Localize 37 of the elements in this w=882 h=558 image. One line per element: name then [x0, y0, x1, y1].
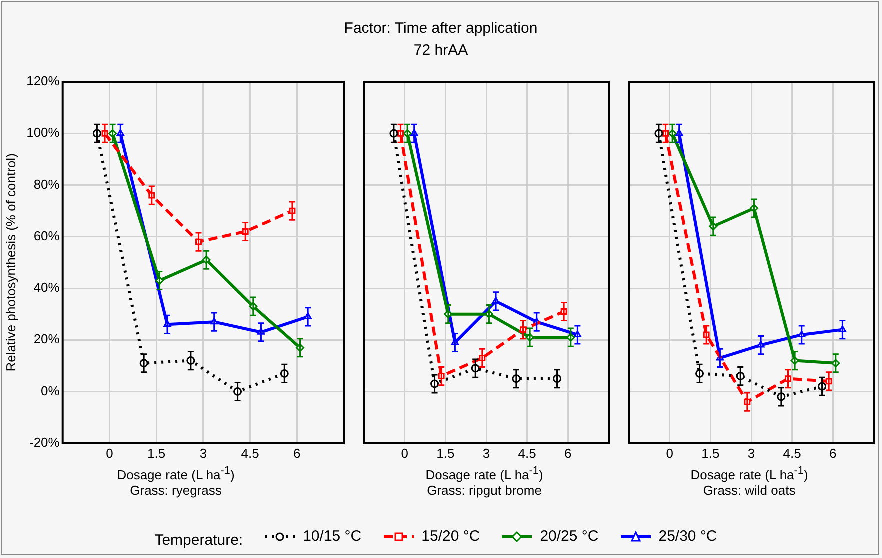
legend-label: 10/15 °C [303, 528, 362, 545]
y-axis-title: Relative photosynthesis (% of control) [3, 154, 18, 372]
x-tick-label: 6 [564, 446, 572, 461]
y-tick-label: 20% [34, 332, 60, 347]
x-tick-label: 3 [748, 446, 756, 461]
y-tick-label: 60% [34, 228, 60, 244]
x-tick-label: 1.5 [436, 446, 455, 461]
legend-title: Temperature: [154, 532, 244, 548]
x-tick-label: 3 [200, 446, 208, 461]
x-axis-title: Dosage rate (L ha$^{-1}$) [116, 465, 236, 482]
y-tick-label: 80% [34, 176, 60, 192]
legend-label: 25/30 °C [658, 528, 718, 545]
x-tick-label: 6 [830, 446, 837, 461]
y-tick-label: 0% [41, 383, 60, 398]
x-tick-label: 1.5 [702, 446, 720, 461]
chart-subtitle: 72 hrAA [412, 41, 470, 61]
x-tick-label: 0 [106, 446, 114, 461]
x-axis-title: Dosage rate (L ha$^{-1}$) [690, 465, 810, 482]
x-tick-label: 3 [482, 446, 490, 461]
x-tick-label: 4.5 [783, 446, 802, 461]
x-axis-title: Dosage rate (L ha$^{-1}$) [424, 465, 544, 482]
x-tick-label: 1.5 [148, 446, 166, 461]
y-tick-label: 40% [34, 280, 60, 296]
y-tick-label: -20% [29, 434, 60, 450]
chart-title: Factor: Time after application [343, 19, 539, 39]
x-tick-label: 0 [666, 446, 674, 461]
text: Grass: wild oats [702, 483, 797, 498]
legend-label: 15/20 °C [422, 528, 480, 545]
x-tick-label: 4.5 [518, 446, 536, 461]
y-tick-label: 120% [26, 74, 60, 89]
text: Grass: ryegrass [129, 483, 223, 498]
text: Grass: ripgut brome [426, 483, 543, 498]
x-tick-label: 6 [294, 446, 301, 461]
legend-label: 20/25 °C [540, 528, 599, 545]
x-tick-label: 0 [401, 446, 408, 461]
y-tick-label: 100% [26, 125, 60, 140]
x-tick-label: 4.5 [241, 446, 260, 461]
